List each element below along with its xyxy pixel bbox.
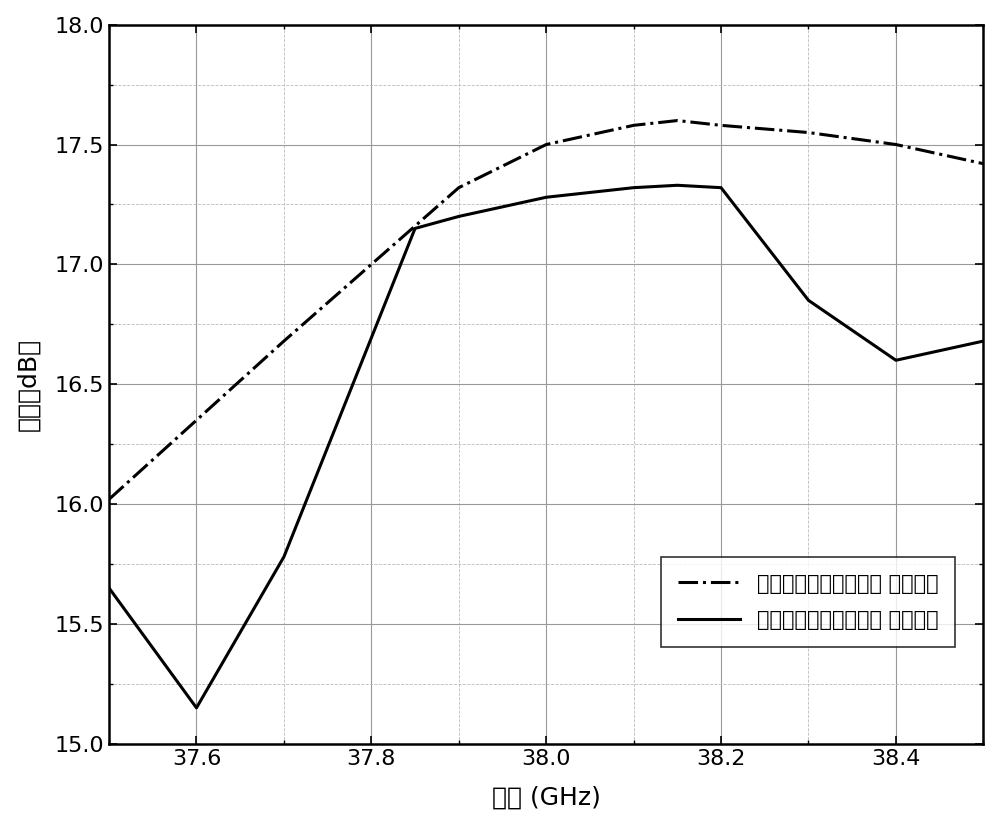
Legend: 中心馈电串馈微带天线 仿真结果, 中心馈电串馈微带天线 实测结果: 中心馈电串馈微带天线 仿真结果, 中心馈电串馈微带天线 实测结果 <box>661 557 955 647</box>
中心馈电串馈微带天线 实测结果 <box>628 183 640 192</box>
中心馈电串馈微带天线 实测结果 <box>409 224 421 234</box>
中心馈电串馈微带天线 仿真结果 <box>890 140 902 150</box>
中心馈电串馈微带天线 实测结果 <box>715 183 727 192</box>
中心馈电串馈微带天线 仿真结果 <box>365 259 377 269</box>
中心馈电串馈微带天线 实测结果 <box>540 192 552 202</box>
中心馈电串馈微带天线 实测结果 <box>890 355 902 365</box>
中心馈电串馈微带天线 实测结果 <box>977 336 989 346</box>
X-axis label: 频率 (GHz): 频率 (GHz) <box>492 786 601 809</box>
Line: 中心馈电串馈微带天线 实测结果: 中心馈电串馈微带天线 实测结果 <box>109 185 983 708</box>
Line: 中心馈电串馈微带天线 仿真结果: 中心馈电串馈微带天线 仿真结果 <box>109 121 983 499</box>
中心馈电串馈微带天线 仿真结果 <box>540 140 552 150</box>
中心馈电串馈微带天线 实测结果 <box>453 211 465 221</box>
中心馈电串馈微带天线 仿真结果 <box>278 336 290 346</box>
中心馈电串馈微带天线 实测结果 <box>190 703 202 713</box>
中心馈电串馈微带天线 仿真结果 <box>103 494 115 504</box>
中心馈电串馈微带天线 仿真结果 <box>671 116 683 126</box>
中心馈电串馈微带天线 实测结果 <box>802 296 814 306</box>
中心馈电串馈微带天线 仿真结果 <box>190 415 202 425</box>
中心馈电串馈微带天线 仿真结果 <box>715 121 727 131</box>
Y-axis label: 增益（dB）: 增益（dB） <box>17 338 41 431</box>
中心馈电串馈微带天线 实测结果 <box>278 552 290 562</box>
中心馈电串馈微带天线 实测结果 <box>671 180 683 190</box>
中心馈电串馈微带天线 仿真结果 <box>628 121 640 131</box>
中心馈电串馈微带天线 仿真结果 <box>977 159 989 169</box>
中心馈电串馈微带天线 实测结果 <box>103 583 115 593</box>
中心馈电串馈微带天线 仿真结果 <box>453 183 465 192</box>
中心馈电串馈微带天线 仿真结果 <box>802 127 814 137</box>
